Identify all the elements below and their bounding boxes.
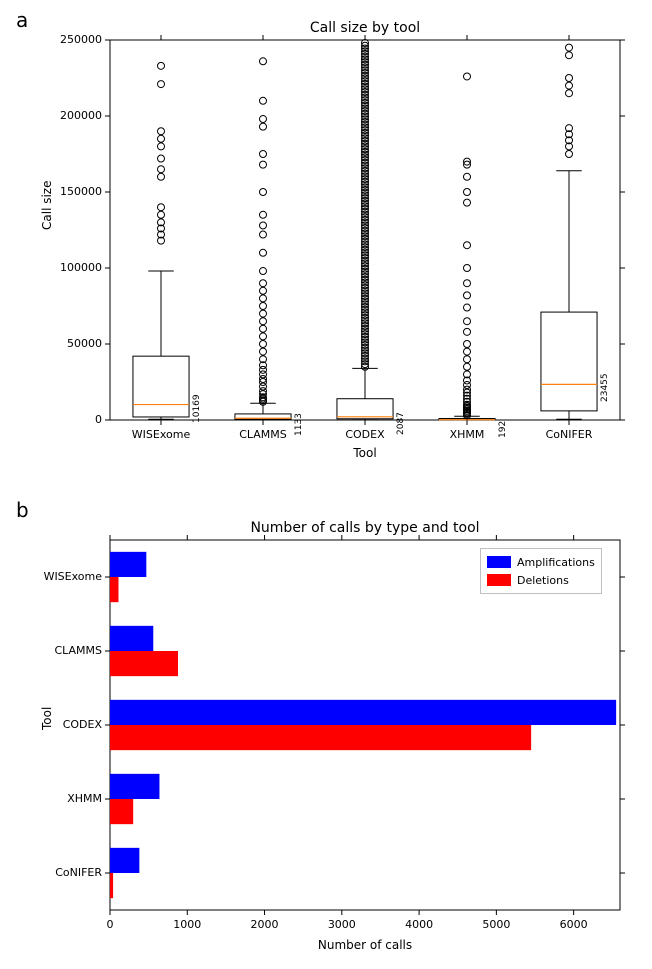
legend-swatch (487, 574, 511, 586)
legend-item: Amplifications (487, 553, 595, 571)
median-label: 192 (498, 421, 508, 438)
legend-swatch (487, 556, 511, 568)
panel-a-ytick: 150000 (32, 185, 102, 198)
panel-a-xtick: WISExome (121, 428, 201, 441)
panel-a-plot (0, 0, 652, 480)
panel-b-xtick: 5000 (474, 918, 518, 931)
panel-b-ytick: CoNIFER (22, 866, 102, 879)
panel-b-xtick: 2000 (243, 918, 287, 931)
panel-a-ytick: 200000 (32, 109, 102, 122)
median-label: 2087 (396, 412, 406, 435)
median-label: 1133 (294, 413, 304, 436)
panel-b-ytick: WISExome (22, 570, 102, 583)
legend-label: Deletions (517, 574, 569, 587)
panel-b-ytick: CODEX (22, 718, 102, 731)
panel-b-ytick: CLAMMS (22, 644, 102, 657)
panel-b-xtick: 3000 (320, 918, 364, 931)
panel-a-ytick: 50000 (32, 337, 102, 350)
legend: Amplifications Deletions (480, 548, 602, 594)
panel-a-ytick: 250000 (32, 33, 102, 46)
panel-a-xtick: CLAMMS (223, 428, 303, 441)
panel-a-ytick: 0 (32, 413, 102, 426)
panel-b-ytick: XHMM (22, 792, 102, 805)
panel-b-xtick: 6000 (552, 918, 596, 931)
legend-item: Deletions (487, 571, 595, 589)
panel-a-xtick: XHMM (427, 428, 507, 441)
median-label: 23455 (600, 374, 610, 403)
panel-a-xtick: CoNIFER (529, 428, 609, 441)
panel-b-xtick: 0 (88, 918, 132, 931)
panel-a-ytick: 100000 (32, 261, 102, 274)
median-label: 10169 (192, 394, 202, 423)
panel-b-xtick: 1000 (165, 918, 209, 931)
figure: a Call size by tool Call size Tool 05000… (0, 0, 652, 969)
panel-b-label: b (16, 498, 29, 522)
panel-a-xtick: CODEX (325, 428, 405, 441)
panel-b-xtick: 4000 (397, 918, 441, 931)
legend-label: Amplifications (517, 556, 595, 569)
